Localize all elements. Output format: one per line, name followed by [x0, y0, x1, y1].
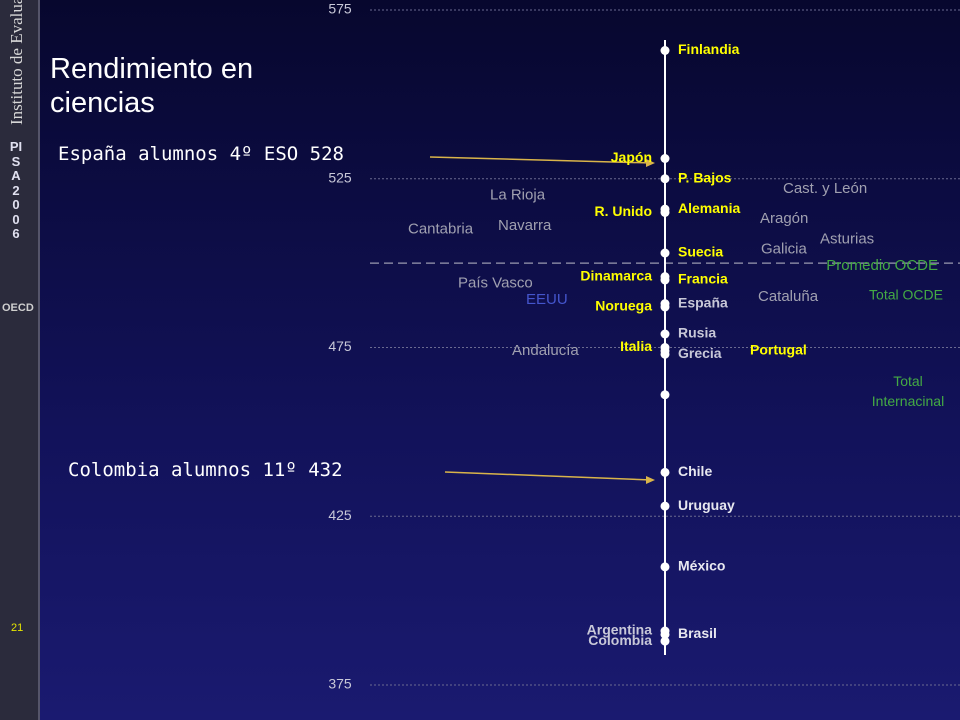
dot [660, 154, 670, 163]
point-label: Francia [678, 271, 728, 287]
dot [660, 349, 670, 359]
y-tick-label: 575 [328, 1, 352, 17]
sidebar: Instituto de Evaluación PISA2006 OECD 21 [0, 0, 40, 720]
page-number: 21 [11, 622, 24, 634]
point-label: Chile [678, 463, 712, 479]
region-label: Cataluña [758, 288, 819, 305]
y-tick-label: 375 [328, 676, 352, 692]
region-label: Andalucía [512, 342, 579, 359]
point-label: México [678, 558, 725, 574]
point-label: Dinamarca [580, 267, 652, 283]
point-label: P. Bajos [678, 169, 732, 185]
point-label: Suecia [678, 244, 723, 260]
dot [660, 248, 670, 258]
region-label: Asturias [820, 230, 874, 247]
dot [660, 174, 670, 184]
dot [660, 467, 670, 477]
point-label: Portugal [750, 342, 807, 358]
point-label: Colombia [588, 632, 652, 648]
region-label: Navarra [498, 217, 552, 234]
point-label: Alemania [678, 200, 740, 216]
annotation: España alumnos 4º ESO 528 [58, 143, 344, 165]
region-label: EEUU [526, 291, 568, 308]
region-label: País Vasco [458, 274, 533, 291]
arrow-head [646, 159, 655, 167]
point-label: Argentina [587, 622, 653, 638]
side-label: Total OCDE [869, 287, 943, 303]
point-label: Italia [620, 338, 652, 354]
point-label: R. Unido [594, 203, 652, 219]
dot [660, 302, 670, 312]
oecd-logo: OECD [2, 302, 34, 314]
point-label: Noruega [595, 298, 652, 314]
region-label: Galicia [761, 241, 808, 258]
point-label: Japón [611, 149, 652, 165]
side-label: Total Internacinal [872, 373, 944, 409]
arrow-head [646, 476, 655, 484]
region-label: Cast. y León [783, 180, 867, 197]
point-label: Uruguay [678, 497, 735, 513]
point-label: España [678, 294, 728, 310]
region-label: Cantabria [408, 220, 474, 237]
dot [660, 562, 670, 572]
reference-label: Promedio OCDE [826, 257, 938, 274]
y-tick-label: 475 [328, 338, 352, 354]
program-label: PISA2006 [9, 139, 23, 241]
point-label: Grecia [678, 345, 722, 361]
y-tick-label: 425 [328, 507, 352, 523]
chart-title: Rendimiento en ciencias [50, 53, 254, 119]
dot [660, 636, 670, 646]
dot [660, 208, 670, 217]
arrow [444, 471, 653, 481]
region-label: Aragón [760, 210, 808, 227]
annotation: Colombia alumnos 11º 432 [68, 459, 343, 481]
dot [660, 46, 670, 55]
arrow [429, 156, 653, 164]
region-label: La Rioja [490, 187, 546, 204]
point-label: Brasil [678, 625, 717, 641]
y-tick-label: 525 [328, 169, 352, 185]
dot [660, 390, 670, 400]
dot [660, 501, 670, 511]
dot [660, 275, 670, 285]
point-label: Rusia [678, 325, 716, 341]
dot [660, 629, 670, 639]
point-label: Finlandia [678, 41, 740, 57]
dot [660, 329, 670, 339]
